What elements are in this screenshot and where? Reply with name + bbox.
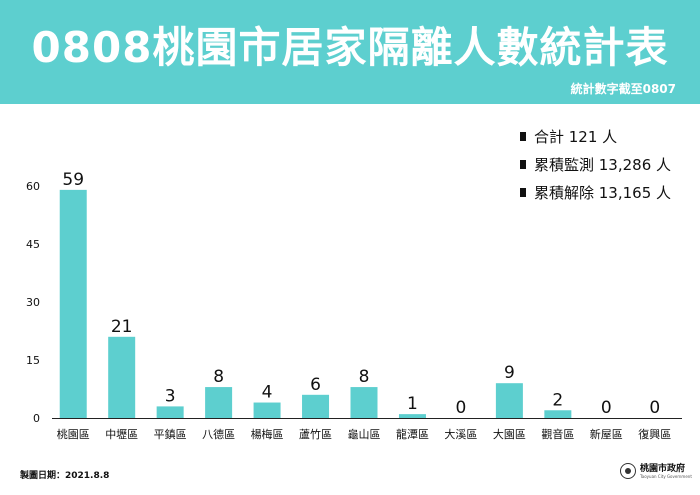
x-tick-label: 新屋區 — [590, 427, 623, 441]
page-title: 0808桃園市居家隔離人數統計表 — [31, 23, 669, 72]
summary-legend: 合計 121 人 累積監測 13,286 人 累積解除 13,165 人 — [520, 122, 671, 206]
y-tick-label: 30 — [26, 296, 40, 309]
data-label: 4 — [262, 383, 273, 403]
bullet-icon — [520, 159, 526, 169]
x-tick-label: 中壢區 — [105, 427, 138, 441]
data-label: 2 — [552, 390, 563, 410]
x-tick-label: 八德區 — [202, 427, 235, 441]
bar-龜山區 — [350, 387, 378, 418]
bar-平鎮區 — [156, 406, 184, 418]
data-label: 59 — [62, 170, 84, 190]
data-label: 0 — [456, 398, 467, 418]
data-label: 3 — [165, 386, 176, 406]
city-seal-icon — [620, 463, 636, 479]
legend-monitored: 累積監測 13,286 人 — [520, 150, 671, 178]
y-tick-label: 0 — [33, 412, 40, 425]
legend-total: 合計 121 人 — [520, 122, 671, 150]
bar-龍潭區 — [398, 414, 426, 418]
bar-八德區 — [205, 387, 233, 418]
data-label: 21 — [111, 317, 133, 337]
y-tick-label: 15 — [26, 354, 40, 367]
org-name-en: Taoyuan City Government — [640, 473, 692, 479]
y-tick-label: 60 — [26, 180, 40, 193]
bar-大園區 — [495, 383, 523, 418]
x-tick-label: 大園區 — [493, 427, 526, 441]
data-label: 9 — [504, 363, 515, 383]
x-tick-label: 桃園區 — [57, 427, 90, 441]
data-label: 8 — [359, 367, 370, 387]
bar-觀音區 — [544, 410, 572, 418]
data-label: 1 — [407, 394, 418, 414]
x-tick-label: 平鎮區 — [154, 427, 187, 441]
x-tick-label: 龍潭區 — [396, 427, 429, 441]
bar-桃園區 — [59, 189, 87, 418]
bar-蘆竹區 — [302, 394, 330, 418]
bullet-icon — [520, 187, 526, 197]
government-logo: 桃園市政府 Taoyuan City Government — [620, 463, 692, 479]
data-label: 6 — [310, 375, 321, 395]
legend-monitored-label: 累積監測 13,286 人 — [534, 155, 672, 174]
legend-total-label: 合計 121 人 — [534, 127, 618, 146]
x-tick-label: 龜山區 — [348, 428, 381, 441]
org-name: 桃園市政府 — [640, 463, 686, 474]
data-label: 0 — [601, 398, 612, 418]
header-banner: 0808桃園市居家隔離人數統計表 統計數字截至0807 — [0, 0, 700, 104]
x-tick-label: 復興區 — [638, 428, 671, 441]
production-date: 製圖日期：2021.8.8 — [20, 471, 110, 481]
y-tick-label: 45 — [26, 238, 40, 251]
data-label: 8 — [213, 367, 224, 387]
bar-楊梅區 — [253, 402, 281, 418]
x-tick-label: 大溪區 — [444, 427, 477, 441]
legend-released-label: 累積解除 13,165 人 — [534, 183, 672, 202]
bar-中壢區 — [108, 336, 136, 418]
bar-chart: 0 15 30 45 60 59 桃園區 21 中壢區 3 平鎮區 8 八德區 4 楊梅區 6 蘆竹區 8 龜山區 1… — [26, 170, 682, 441]
bullet-icon — [520, 131, 526, 141]
data-as-of-note: 統計數字截至0807 — [570, 82, 676, 96]
legend-released: 累積解除 13,165 人 — [520, 178, 671, 206]
x-tick-label: 蘆竹區 — [299, 427, 332, 441]
data-label: 0 — [649, 398, 660, 418]
x-tick-label: 楊梅區 — [251, 427, 284, 441]
x-tick-label: 觀音區 — [541, 427, 574, 441]
